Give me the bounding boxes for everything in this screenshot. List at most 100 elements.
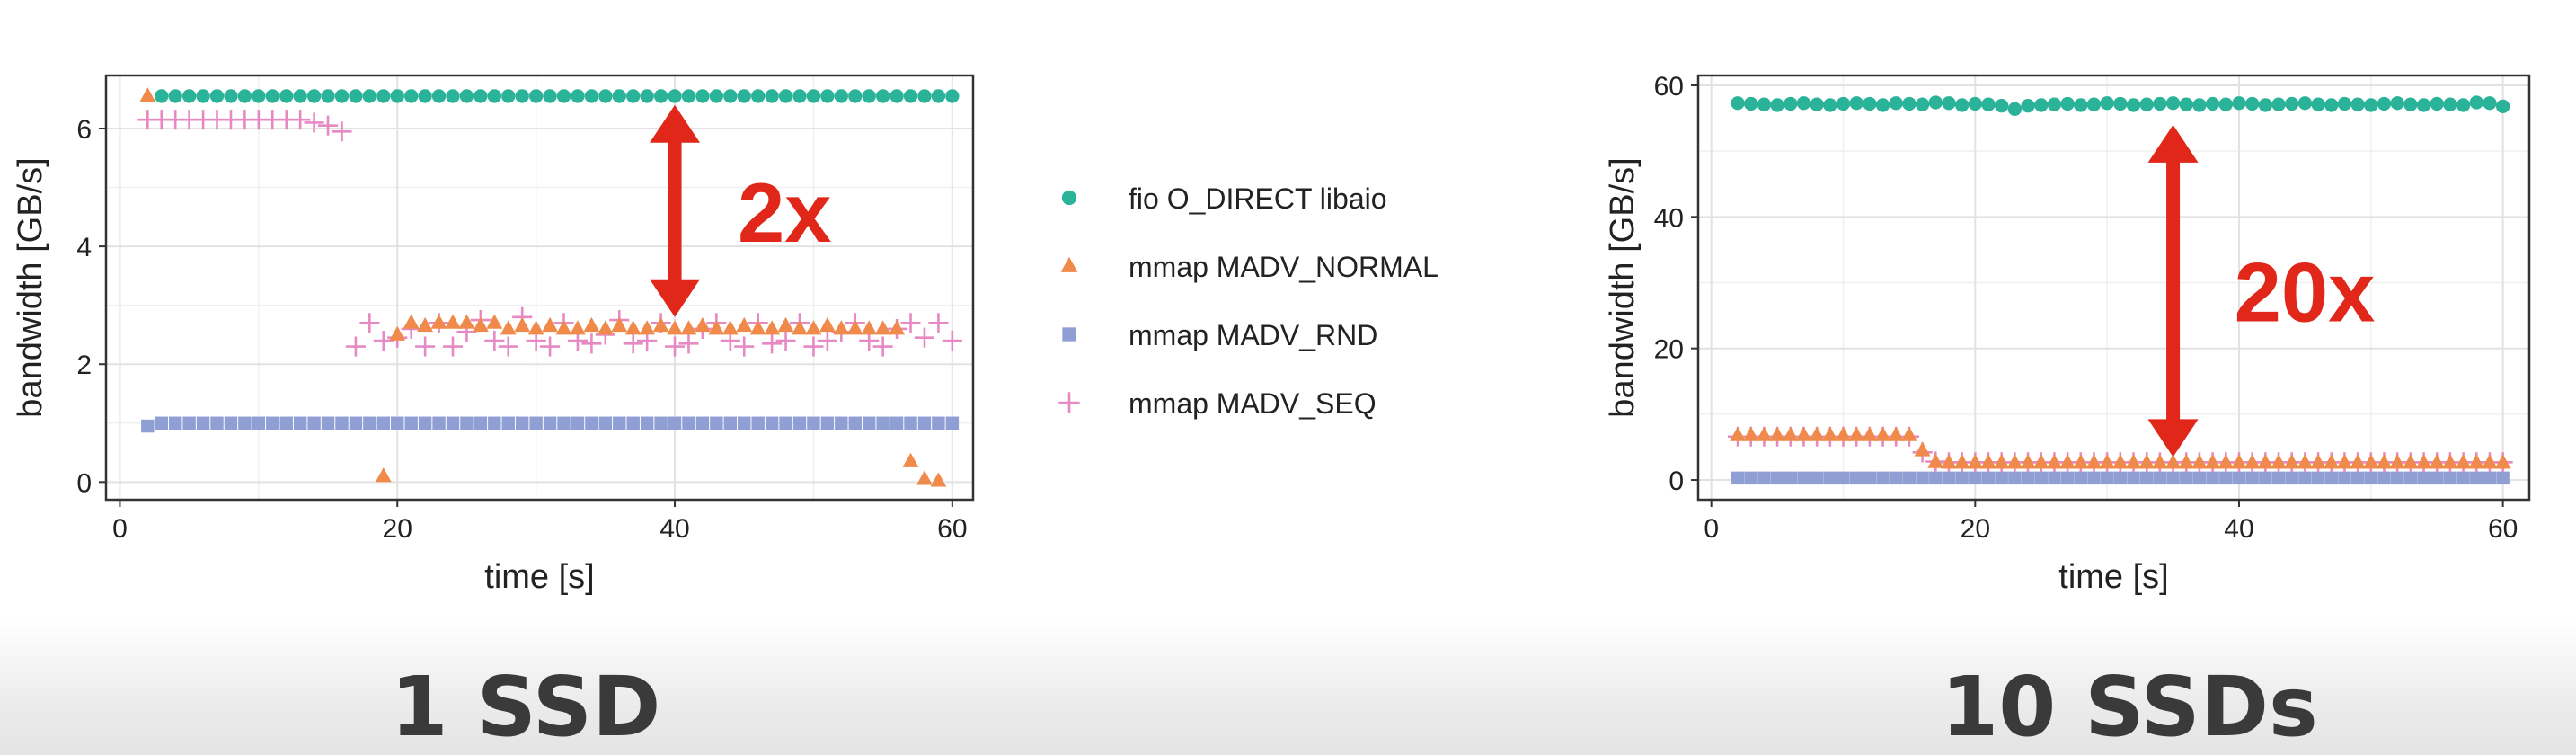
data-point xyxy=(1756,426,1773,441)
data-point xyxy=(196,89,210,103)
data-point xyxy=(2180,471,2193,485)
data-point xyxy=(1981,471,1996,485)
data-point xyxy=(1835,426,1852,441)
data-point xyxy=(376,416,391,431)
data-point xyxy=(2204,454,2221,469)
y-tick-label: 0 xyxy=(1669,466,1684,496)
data-point xyxy=(139,87,156,102)
data-point xyxy=(2416,98,2431,112)
data-point xyxy=(890,416,904,431)
data-point xyxy=(738,416,751,431)
y-tick-label: 60 xyxy=(1654,72,1684,102)
data-point xyxy=(1744,471,1757,485)
legend-key xyxy=(1061,190,1077,206)
data-point xyxy=(917,416,932,431)
data-point xyxy=(403,314,420,329)
data-point xyxy=(501,416,515,431)
x-tick-label: 20 xyxy=(1961,514,1990,544)
data-point xyxy=(695,416,710,431)
data-point xyxy=(555,320,572,335)
data-point xyxy=(1980,454,1996,469)
data-point xyxy=(2100,471,2114,485)
data-point xyxy=(1784,471,1798,485)
data-point xyxy=(2165,96,2181,111)
data-point xyxy=(1995,471,2008,485)
data-point xyxy=(2111,454,2129,469)
data-point xyxy=(917,89,932,103)
data-point xyxy=(2034,471,2048,485)
data-point xyxy=(1942,96,1956,111)
data-point xyxy=(806,89,821,103)
arrow-head-up xyxy=(650,104,701,143)
data-point xyxy=(2402,454,2419,469)
data-point xyxy=(432,416,446,431)
data-point xyxy=(279,416,293,431)
data-point xyxy=(501,89,516,103)
panel-caption: 1 SSD xyxy=(391,659,661,755)
plot-area xyxy=(1698,76,2529,500)
data-point xyxy=(2271,471,2286,485)
data-point xyxy=(335,416,349,431)
series-mmap-madv-rnd xyxy=(1731,471,2510,485)
data-point xyxy=(459,89,474,103)
data-point xyxy=(542,316,559,333)
data-point xyxy=(1770,471,1784,485)
series-mmap-madv-normal xyxy=(1730,426,2511,469)
data-point xyxy=(141,419,155,433)
data-point xyxy=(540,336,561,357)
data-point xyxy=(1782,426,1799,441)
data-point xyxy=(2298,471,2312,485)
data-point xyxy=(2060,96,2075,111)
data-point xyxy=(458,314,475,329)
data-point xyxy=(2232,96,2246,111)
data-point xyxy=(710,416,723,431)
data-point xyxy=(500,320,517,335)
data-point xyxy=(721,320,739,335)
data-point xyxy=(2337,96,2352,111)
data-point xyxy=(2430,471,2444,485)
data-point xyxy=(1757,471,1771,485)
data-point xyxy=(196,416,210,431)
data-point xyxy=(224,89,238,103)
data-point xyxy=(2113,471,2128,485)
data-point xyxy=(1876,471,1890,485)
data-point xyxy=(2324,471,2338,485)
data-point xyxy=(695,89,710,103)
data-point xyxy=(1848,426,1865,441)
data-point xyxy=(498,336,518,357)
arrow-head-up xyxy=(2147,124,2199,163)
x-tick-label: 20 xyxy=(383,514,412,544)
data-point xyxy=(1823,98,1837,112)
data-point xyxy=(2021,471,2035,485)
data-point xyxy=(2415,454,2432,469)
data-point xyxy=(345,336,366,357)
data-point xyxy=(1744,96,1758,111)
legend-label: mmap MADV_SEQ xyxy=(1129,387,1377,420)
data-point xyxy=(209,89,225,103)
data-point xyxy=(252,416,266,431)
data-point xyxy=(472,316,489,333)
data-point xyxy=(1757,97,1772,111)
data-point xyxy=(1770,98,1784,112)
data-point xyxy=(155,416,168,431)
y-tick-label: 0 xyxy=(76,468,92,498)
data-point xyxy=(2257,454,2274,469)
data-point xyxy=(2006,454,2023,469)
data-point xyxy=(626,89,641,103)
data-point xyxy=(775,330,796,351)
data-point xyxy=(709,89,724,103)
data-point xyxy=(2350,471,2365,485)
data-point xyxy=(914,327,935,348)
data-point xyxy=(571,89,585,103)
data-point xyxy=(2285,471,2298,485)
data-point xyxy=(862,416,876,431)
data-point xyxy=(2417,471,2430,485)
data-point xyxy=(861,320,878,335)
data-point xyxy=(2034,98,2049,112)
data-point xyxy=(2311,97,2325,111)
data-point xyxy=(904,416,917,431)
data-point xyxy=(694,316,711,333)
data-point xyxy=(875,89,890,103)
data-point xyxy=(2206,471,2219,485)
